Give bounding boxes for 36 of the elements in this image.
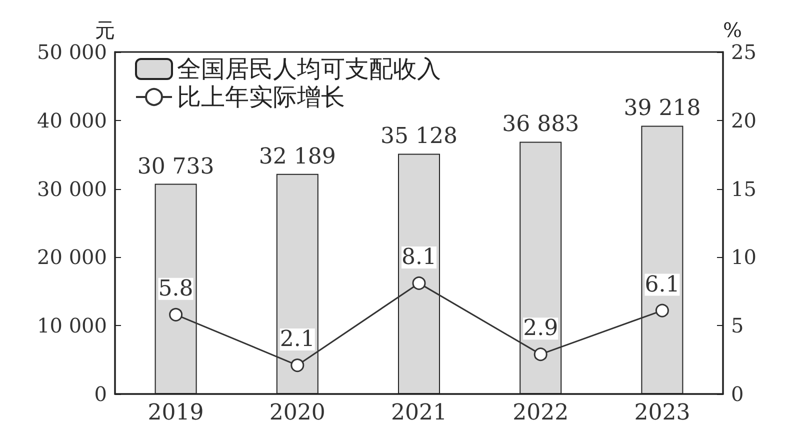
data-label: 39 218	[624, 96, 701, 122]
legend-label: 全国居民人均可支配收入	[177, 55, 441, 83]
data-label: 8.1	[402, 244, 436, 270]
x-tick-label: 2023	[634, 400, 690, 426]
data-label: 5.8	[158, 276, 194, 302]
point	[534, 348, 548, 362]
point	[290, 358, 304, 372]
data-label: 2.9	[523, 316, 558, 342]
y2-tick-label: 5	[731, 314, 744, 338]
point	[412, 276, 426, 290]
y2-tick-label: 0	[731, 382, 744, 406]
y-tick-label: 30 000	[37, 176, 107, 201]
y2-axis-title: %	[723, 18, 742, 42]
y2-tick-label: 20	[731, 108, 756, 132]
y-tick-label: 50 000	[37, 40, 107, 64]
y2-tick-label: 15	[731, 176, 756, 201]
data-label: 36 883	[502, 112, 580, 138]
legend-label: 比上年实际增长	[177, 83, 345, 111]
x-tick-label: 2020	[269, 400, 326, 426]
y-tick-label: 10 000	[37, 314, 107, 338]
point	[655, 304, 669, 318]
data-label: 32 189	[258, 144, 336, 170]
y2-tick-label: 10	[731, 245, 756, 270]
x-tick-label: 2019	[148, 400, 204, 426]
y-tick-label: 40 000	[37, 108, 107, 132]
point	[169, 308, 183, 322]
y2-tick-label: 25	[731, 40, 756, 64]
data-label: 35 128	[380, 124, 458, 150]
data-label: 30 733	[137, 154, 214, 180]
x-tick-label: 2021	[391, 400, 447, 426]
x-tick-label: 2022	[512, 400, 569, 426]
data-label: 2.1	[280, 327, 315, 352]
y-tick-label: 0	[94, 382, 107, 406]
data-label: 6.1	[644, 272, 680, 298]
y-tick-label: 20 000	[37, 245, 107, 270]
y-axis-title: 元	[95, 18, 115, 42]
